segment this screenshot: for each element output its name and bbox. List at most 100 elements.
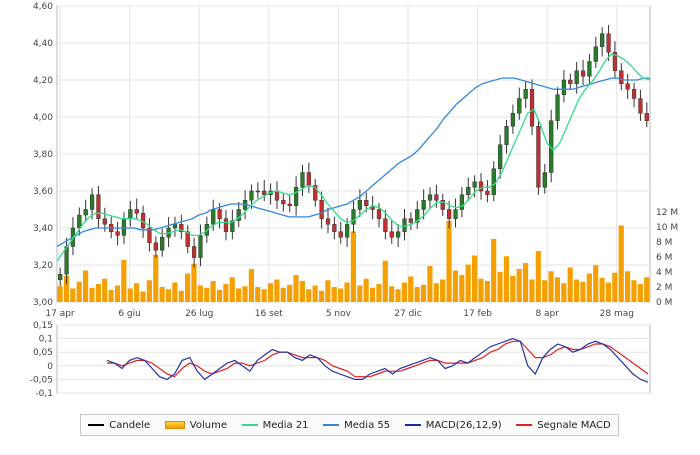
candle-body: [351, 209, 356, 225]
legend-label: Candele: [109, 419, 151, 431]
volume-bar: [197, 285, 203, 302]
volume-bar: [299, 281, 305, 302]
candle-body: [332, 224, 337, 232]
volume-bar: [522, 263, 529, 302]
candle-body: [121, 218, 127, 236]
candle-body: [383, 218, 388, 232]
volume-bar: [401, 282, 407, 302]
candle-body: [376, 209, 382, 219]
volume-bar: [599, 278, 605, 302]
candle-body: [236, 209, 241, 221]
volume-bar: [446, 221, 452, 302]
candle-body: [593, 46, 598, 62]
volume-bar: [561, 283, 567, 302]
candle-body: [472, 181, 477, 188]
candle-body: [434, 194, 439, 201]
candle-body: [345, 224, 350, 238]
volume-bar: [280, 287, 286, 302]
volume-bar: [229, 277, 235, 302]
candle-body: [172, 224, 178, 229]
candle-body: [191, 246, 197, 258]
macd-line: [106, 337, 649, 383]
candle-body: [128, 209, 133, 219]
volume-bar: [382, 260, 388, 302]
volume-bar: [185, 273, 191, 302]
price-axis: 4,60 4,40 4,20 4,00 3,80 3,60 3,40 3,20 3,00: [33, 2, 53, 308]
candle-body: [281, 200, 286, 205]
x-tick-label: 16 set: [255, 309, 284, 319]
candle-body: [612, 52, 618, 71]
volume-bar: [83, 270, 89, 302]
candle-body: [625, 83, 630, 90]
volume-bar: [255, 287, 261, 302]
candle-body: [504, 126, 509, 145]
candle-body: [83, 209, 88, 216]
candle-body: [274, 190, 280, 201]
candle-body: [523, 89, 528, 99]
macd-tick-label: 0,15: [33, 321, 53, 331]
volume-bar: [567, 267, 573, 302]
volume-tick-label: 8 M: [656, 238, 672, 248]
volume-bar: [414, 287, 420, 302]
x-axis: 17 apr 6 giu 26 lug 16 set 5 nov 27 dic 17 feb…: [45, 309, 634, 319]
volume-tick-label: 2 M: [656, 283, 672, 293]
macd-panel-frame: [56, 324, 651, 394]
candle-body: [580, 70, 586, 77]
volume-bar: [153, 254, 159, 302]
candle-body: [427, 194, 433, 201]
volume-bar: [465, 264, 471, 302]
macd-tick-label: -0,05: [30, 375, 53, 385]
volume-bar: [357, 285, 363, 302]
volume-bar: [306, 289, 312, 302]
volume-bar: [318, 290, 325, 302]
volume-tick-label: 4 M: [656, 268, 672, 278]
candle-body: [287, 203, 292, 206]
legend-label: Media 55: [344, 419, 391, 431]
candle-body: [644, 113, 649, 121]
volume-bar: [573, 279, 580, 302]
volume-bar: [338, 288, 344, 302]
volume-bar: [427, 266, 433, 302]
candle-body: [485, 190, 490, 195]
candle-body: [447, 209, 452, 219]
macd-tick-label: -0,1: [35, 389, 53, 399]
volume-bar: [102, 278, 108, 302]
volume-bar: [191, 263, 197, 302]
volume-bar: [389, 286, 395, 302]
candle-body: [134, 209, 139, 214]
macd-tick-label: 0,1: [39, 335, 53, 345]
volume-bar: [57, 286, 63, 302]
volume-bar: [478, 278, 484, 302]
candle-body: [415, 209, 420, 223]
volume-bar: [529, 279, 535, 302]
volume-tick-label: 6 M: [656, 253, 672, 263]
candle-body: [217, 209, 222, 219]
volume-bar: [554, 277, 561, 302]
price-tick-label: 4,20: [33, 76, 53, 86]
x-tick-label: 26 lug: [185, 309, 213, 319]
volume-bar: [95, 284, 101, 302]
price-tick-label: 3,00: [33, 298, 53, 308]
legend-item: MACD(26,12,9): [404, 419, 502, 431]
x-tick-label: 17 feb: [463, 309, 492, 319]
volume-bar: [293, 275, 299, 302]
volume-bar: [325, 280, 331, 302]
legend-swatch: [164, 421, 185, 429]
volume-bar: [344, 282, 350, 302]
volume-series: [57, 221, 650, 302]
candle-body: [478, 181, 484, 192]
volume-bar: [165, 289, 172, 302]
volume-bar: [491, 239, 497, 302]
legend-label: MACD(26,12,9): [425, 419, 502, 431]
candle-body: [568, 79, 573, 84]
candle-body: [96, 194, 101, 219]
volume-bar: [172, 282, 178, 302]
candle-body: [459, 194, 465, 210]
volume-bar: [612, 272, 618, 302]
candle-body: [179, 224, 184, 232]
x-tick-label: 6 giu: [118, 309, 141, 319]
candle-body: [357, 200, 362, 210]
legend-swatch: [516, 424, 533, 426]
volume-bar: [637, 284, 643, 302]
volume-bar: [535, 251, 541, 302]
